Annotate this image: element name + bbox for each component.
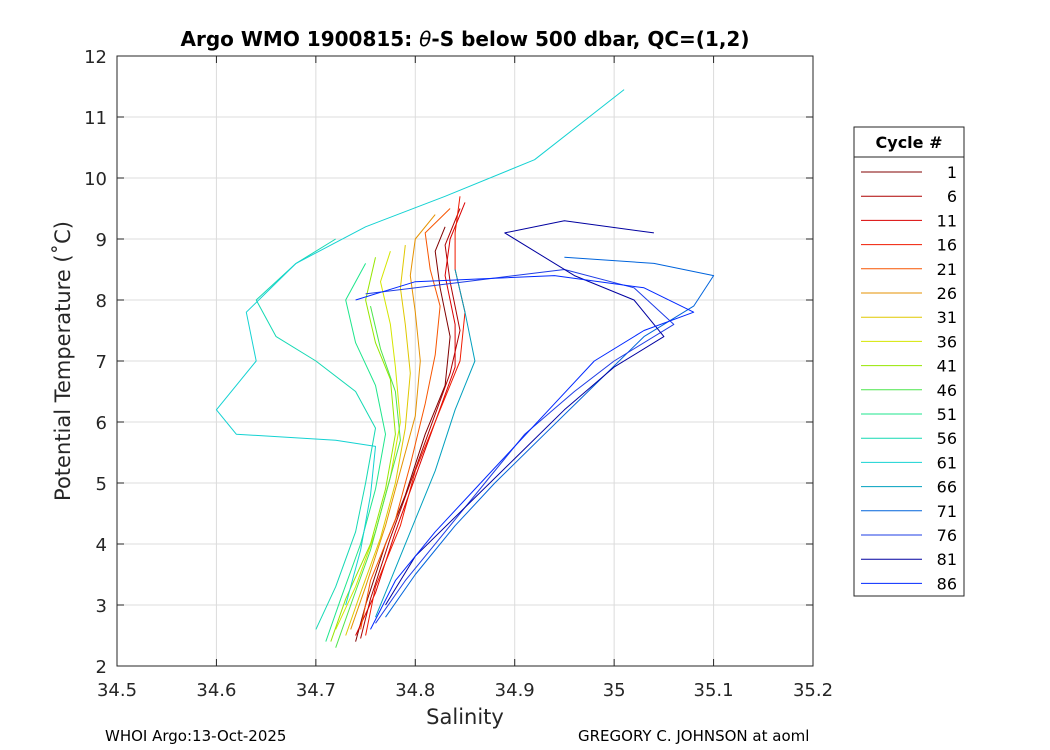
x-tick-label: 34.9 xyxy=(495,680,535,701)
y-tick-label: 7 xyxy=(96,352,107,373)
legend-label-cycle-51: 51 xyxy=(937,405,957,424)
x-tick-label: 35.2 xyxy=(793,680,833,701)
x-tick-label: 34.6 xyxy=(196,680,236,701)
y-tick-label: 2 xyxy=(96,657,107,678)
axis-ticks: 34.5 34.6 34.7 34.8 34.9 35 35.1 35.2 2 3 4 5 6 7 8 9 10… xyxy=(84,47,833,701)
series-line-cycle-76 xyxy=(365,269,675,624)
series-line-cycle-56 xyxy=(255,238,376,630)
legend-label-cycle-66: 66 xyxy=(937,478,957,497)
series-line-cycle-51 xyxy=(325,263,386,642)
legend-label-cycle-76: 76 xyxy=(937,526,957,545)
legend-label-cycle-1: 1 xyxy=(947,163,957,182)
series-line-cycle-36 xyxy=(335,251,401,630)
series-line-cycle-26 xyxy=(350,214,436,630)
y-tick-label: 9 xyxy=(96,230,107,251)
legend-label-cycle-56: 56 xyxy=(937,429,957,448)
series-line-cycle-61 xyxy=(215,89,625,606)
series-line-cycle-1 xyxy=(355,226,451,642)
legend-label-cycle-21: 21 xyxy=(937,260,957,279)
series-line-cycle-41 xyxy=(330,257,396,642)
legend: Cycle # 16111621263136414651566166717681… xyxy=(853,126,965,597)
x-tick-label: 34.5 xyxy=(97,680,137,701)
chart-title-prefix: Argo WMO 1900815: xyxy=(181,27,420,51)
legend-label-cycle-61: 61 xyxy=(937,453,957,472)
series-line-cycle-6 xyxy=(360,208,461,639)
footer-right: GREGORY C. JOHNSON at aoml xyxy=(578,727,809,745)
y-tick-label: 4 xyxy=(96,535,107,556)
series-line-cycle-71 xyxy=(385,256,715,618)
legend-label-cycle-71: 71 xyxy=(937,502,957,521)
data-lines xyxy=(215,89,715,648)
footer-left: WHOI Argo:13-Oct-2025 xyxy=(105,727,286,745)
series-line-cycle-86 xyxy=(355,275,695,630)
x-tick-label: 35 xyxy=(603,680,626,701)
y-tick-label: 11 xyxy=(84,108,107,129)
x-tick-label: 35.1 xyxy=(694,680,734,701)
y-tick-label: 8 xyxy=(96,291,107,312)
x-tick-label: 34.8 xyxy=(395,680,435,701)
series-line-cycle-81 xyxy=(385,220,665,606)
legend-label-cycle-81: 81 xyxy=(937,550,957,569)
y-tick-label: 3 xyxy=(96,596,107,617)
x-axis-label: Salinity xyxy=(426,705,504,729)
y-axis-label: Potential Temperature (˚C) xyxy=(51,221,75,501)
series-line-cycle-31 xyxy=(345,245,411,636)
legend-box xyxy=(853,126,965,597)
legend-label-cycle-86: 86 xyxy=(937,574,957,593)
series-line-cycle-16 xyxy=(365,196,466,636)
series-line-cycle-46 xyxy=(335,305,401,648)
legend-title: Cycle # xyxy=(876,133,943,152)
legend-label-cycle-36: 36 xyxy=(937,332,957,351)
chart-title-symbol: θ xyxy=(419,27,431,51)
legend-label-cycle-16: 16 xyxy=(937,236,957,255)
y-tick-label: 5 xyxy=(96,474,107,495)
legend-label-cycle-6: 6 xyxy=(947,187,957,206)
legend-label-cycle-41: 41 xyxy=(937,357,957,376)
series-line-cycle-21 xyxy=(360,208,451,630)
legend-label-cycle-46: 46 xyxy=(937,381,957,400)
y-tick-label: 10 xyxy=(84,169,107,190)
chart-title-suffix: -S below 500 dbar, QC=(1,2) xyxy=(431,27,749,51)
legend-label-cycle-31: 31 xyxy=(937,308,957,327)
grid xyxy=(116,55,814,667)
x-tick-label: 34.7 xyxy=(296,680,336,701)
legend-label-cycle-11: 11 xyxy=(937,211,957,230)
y-tick-label: 6 xyxy=(96,413,107,434)
series-line-cycle-66 xyxy=(375,269,476,618)
y-tick-label: 12 xyxy=(84,47,107,68)
legend-label-cycle-26: 26 xyxy=(937,284,957,303)
chart-title: Argo WMO 1900815: θ-S below 500 dbar, QC… xyxy=(181,27,750,51)
